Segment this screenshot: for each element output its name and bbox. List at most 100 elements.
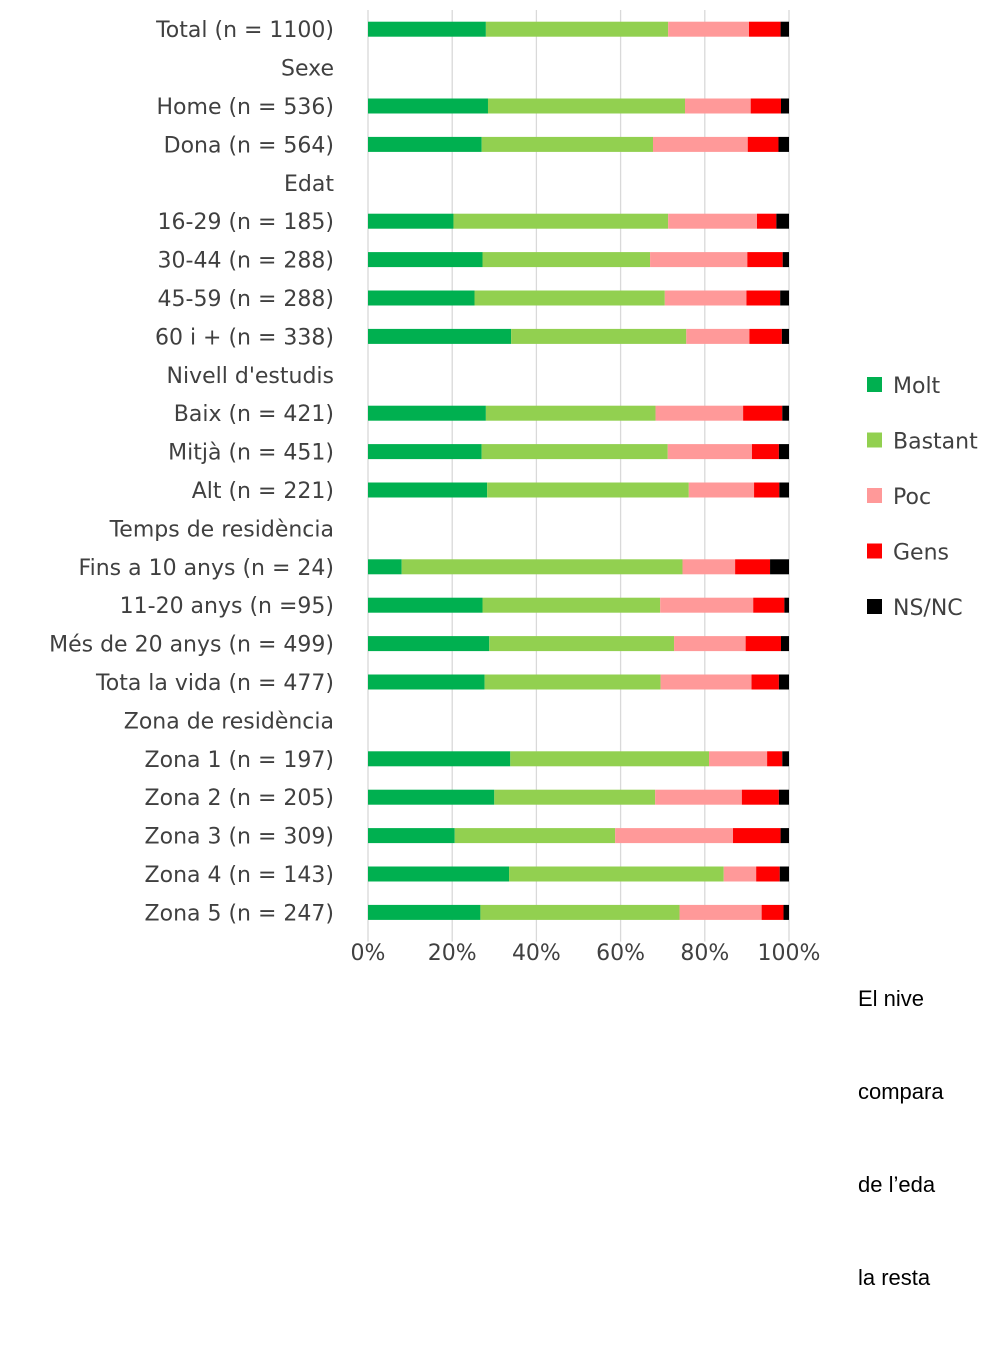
bar-segment [781,636,789,652]
category-label: Sexe [281,57,334,82]
bar-segment [781,98,789,114]
bar-segment [368,828,455,844]
legend-label: NS/NC [893,596,963,621]
x-tick-label: 100% [758,941,821,966]
bar-segment [667,444,752,460]
category-label: Fins a 10 anys (n = 24) [79,556,334,581]
category-label: Zona 2 (n = 205) [145,786,334,811]
bar-segment [368,482,488,498]
bar-segment [754,482,780,498]
bar-segment [485,21,669,37]
bar-segment [368,789,495,805]
bar-segment [779,482,789,498]
category-label: 11-20 anys (n =95) [120,594,334,619]
side-note-text: El nive compara de l’eda la resta [858,921,996,1355]
bar-segment [664,290,747,306]
bar-segment [723,866,757,882]
bar-segment [368,904,481,920]
bar-segment [746,290,781,306]
bar-segment [454,828,616,844]
side-note-line: compara [858,1079,944,1104]
bar-segment [482,597,661,613]
category-label: 60 i + (n = 338) [155,325,334,350]
category-label: Més de 20 anys (n = 499) [49,633,334,658]
bar-segment [510,751,710,767]
bar-segment [741,789,779,805]
category-label: Temps de residència [109,517,334,542]
bar-segment [753,597,785,613]
bar-segment [743,405,783,421]
bar-segment [481,136,654,152]
bar-segment [368,866,510,882]
bar-segment [781,328,789,344]
bar-segment [511,328,687,344]
legend-swatch [867,432,882,448]
bar-segment [487,98,686,114]
legend-swatch [867,377,882,392]
category-label: Alt (n = 221) [192,479,334,504]
bar-segment [749,328,782,344]
category-labels: Total (n = 1100) Sexe Home (n = 536) Dona (… [49,18,334,926]
bar-segment [770,559,789,575]
bar-segment [368,98,488,114]
legend-label: Poc [893,485,931,510]
bar-segment [685,98,751,114]
x-tick-label: 0% [351,941,386,966]
bar-segment [757,213,777,229]
bar-segment [368,328,512,344]
category-label: 45-59 (n = 288) [158,287,334,312]
bar-segment [767,751,783,767]
category-label: Home (n = 536) [157,95,334,120]
side-note-line: la resta [858,1265,931,1290]
category-label: Mitjà (n = 451) [168,441,334,466]
bar-segment [749,21,781,37]
bar-segment [780,290,789,306]
x-tick-label: 20% [428,941,477,966]
bar-segment [782,252,789,268]
category-label: 16-29 (n = 185) [158,210,334,235]
bar-segment [776,213,789,229]
bar-segment [487,482,689,498]
bar-segment [674,636,746,652]
category-label: Nivell d'estudis [167,364,334,389]
bar-segment [783,904,789,920]
bar-segment [756,866,780,882]
bar-segment [368,252,483,268]
category-label: Tota la vida (n = 477) [95,671,334,696]
side-note-line: El nive [858,986,925,1011]
bar-segment [660,597,754,613]
bar-segment [747,136,779,152]
bar-segment [747,252,783,268]
bar-segment [368,636,490,652]
bar-segment [709,751,768,767]
category-label: Zona 3 (n = 309) [145,825,334,850]
bar-segment [615,828,734,844]
category-label: Edat [284,172,334,197]
bar-segment [509,866,724,882]
bar-segment [686,328,750,344]
bar-segment [650,252,748,268]
bar-segment [778,444,789,460]
bar-segment [779,866,789,882]
bar-segment [660,674,752,690]
bars [368,21,789,920]
bar-segment [679,904,762,920]
bar-segment [480,904,680,920]
bar-segment [745,636,782,652]
bar-segment [453,213,669,229]
legend-label: Bastant [893,430,978,455]
bar-segment [489,636,675,652]
bar-segment [733,828,781,844]
bar-segment [780,828,789,844]
bar-segment [750,98,782,114]
x-tick-label: 40% [512,941,561,966]
stacked-bar-chart: Total (n = 1100) Sexe Home (n = 536) Dona (… [49,10,978,966]
x-tick-label: 60% [596,941,645,966]
side-note-line: de l’eda [858,1172,936,1197]
bar-segment [368,405,486,421]
legend-label: Molt [893,374,941,399]
category-label: Total (n = 1100) [155,18,334,43]
category-label: Dona (n = 564) [164,133,334,158]
bar-segment [474,290,665,306]
bar-segment [368,674,485,690]
